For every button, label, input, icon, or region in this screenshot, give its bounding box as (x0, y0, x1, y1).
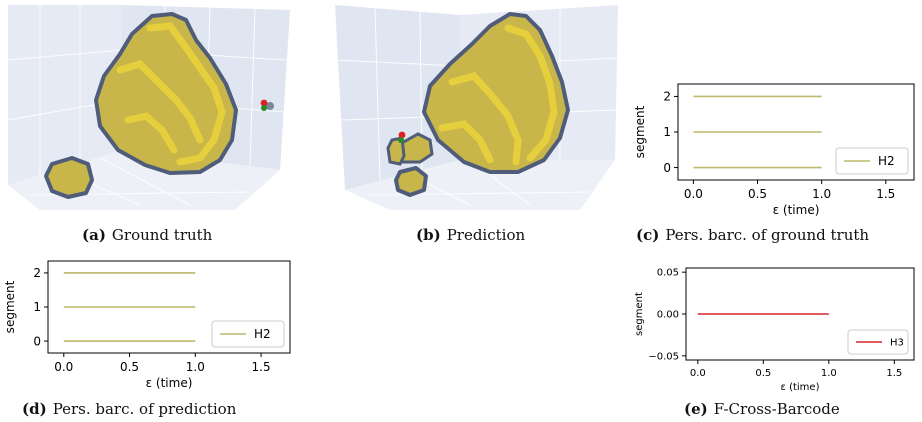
x-tick-label: 1.0 (821, 368, 837, 379)
green-point (261, 105, 267, 111)
y-tick-label: 2 (33, 266, 41, 280)
legend-label: H2 (254, 327, 271, 341)
barcode-chart-e: 0.0 0.5 1.0 1.5 0.05 0.00 −0.05 ε (time) segment… (634, 267, 915, 392)
x-tick-label: 1.0 (812, 187, 831, 201)
x-tick-label: 0.5 (120, 360, 139, 374)
y-tick-label: 1 (33, 300, 41, 314)
x-tick-label: 1.5 (876, 187, 895, 201)
y-axis-label: segment (634, 292, 645, 336)
x-tick-label: 1.0 (186, 360, 205, 374)
x-tick-label: 0.0 (684, 187, 703, 201)
x-tick-label: 0.5 (748, 187, 767, 201)
caption-b: (b) Prediction (416, 226, 526, 244)
caption-a: (a) Ground truth (82, 226, 213, 244)
x-tick-label: 1.5 (252, 360, 271, 374)
ground-truth-render (7, 5, 290, 210)
y-tick-label: 0 (663, 161, 671, 175)
main-blob-highlight (116, 22, 226, 166)
y-tick-label: −0.05 (648, 351, 679, 362)
red-point (398, 131, 406, 139)
barcode-chart-c: 0.0 0.5 1.0 1.5 0 1 2 ε (time) segment H2 (633, 83, 915, 217)
y-tick-label: 0.05 (657, 268, 679, 279)
x-tick-label: 0.0 (54, 360, 73, 374)
legend-label: H3 (890, 338, 904, 349)
x-axis-label: ε (time) (773, 203, 820, 217)
y-axis-label: segment (633, 105, 647, 158)
small-blob (394, 166, 428, 197)
caption-c: (c) Pers. barc. of ground truth (636, 226, 870, 244)
legend-box (835, 147, 909, 175)
y-tick-label: 0 (33, 334, 41, 348)
x-axis-label: ε (time) (781, 382, 820, 392)
main-blob (422, 12, 570, 174)
barcode-chart-d: 0.0 0.5 1.0 1.5 0 1 2 ε (time) segment H2 (3, 260, 291, 390)
x-tick-label: 0.5 (755, 368, 771, 379)
green-point (398, 137, 404, 143)
x-axis-label: ε (time) (146, 376, 193, 390)
caption-d: (d) Pers. barc. of prediction (22, 400, 237, 418)
main-blob-highlight (438, 24, 558, 166)
pane-left-wall (8, 5, 122, 185)
red-point (260, 99, 268, 107)
small-blob (44, 156, 94, 199)
caption-e: (e) F-Cross-Barcode (684, 400, 840, 418)
gray-point (266, 102, 274, 110)
prediction-render (334, 5, 619, 210)
legend-box (211, 320, 285, 348)
y-tick-label: 1 (663, 125, 671, 139)
y-axis-label: segment (3, 280, 17, 333)
x-tick-label: 0.0 (690, 368, 706, 379)
y-tick-label: 2 (663, 90, 671, 104)
legend-label: H2 (878, 154, 895, 168)
x-tick-label: 1.5 (886, 368, 902, 379)
y-tick-label: 0.00 (657, 310, 679, 321)
